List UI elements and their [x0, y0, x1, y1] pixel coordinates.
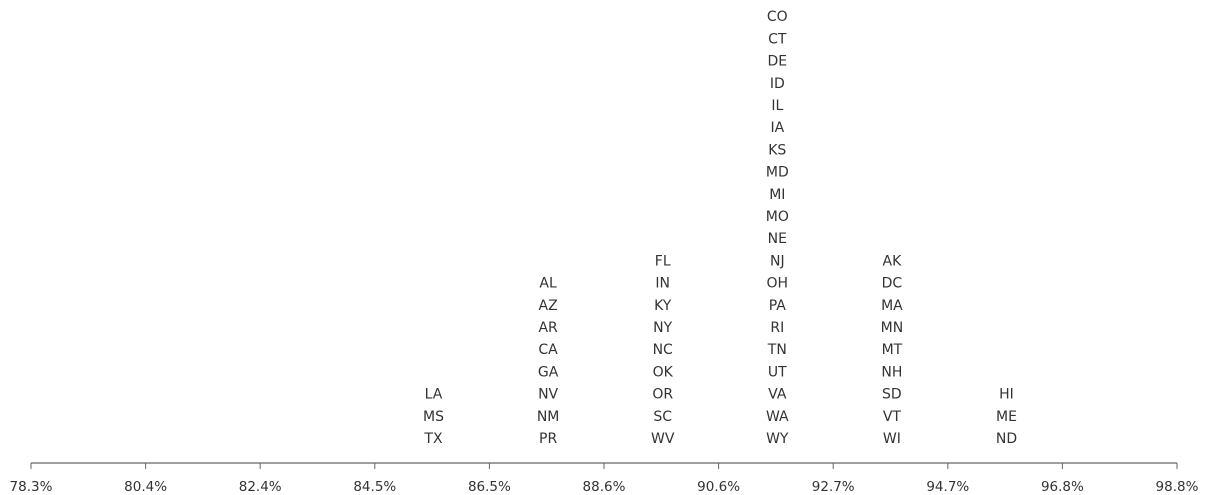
x-tick-label: 86.5%: [468, 479, 511, 495]
state-label: DC: [882, 276, 903, 292]
state-label: AK: [883, 253, 903, 269]
state-label: SC: [653, 409, 672, 425]
state-label: CT: [768, 31, 787, 47]
state-label: TN: [767, 342, 787, 358]
x-tick-label: 84.5%: [353, 479, 396, 495]
state-label: OK: [653, 364, 674, 380]
state-label: ND: [996, 431, 1017, 447]
state-label: SD: [882, 387, 902, 403]
state-label: MO: [766, 209, 789, 225]
state-label: WV: [651, 431, 675, 447]
state-label: RI: [770, 320, 784, 336]
state-label: PR: [539, 431, 557, 447]
state-label: WA: [766, 409, 789, 425]
state-label: VT: [883, 409, 902, 425]
state-label: ID: [770, 76, 785, 92]
state-label: LA: [425, 387, 443, 403]
state-label: OH: [767, 276, 789, 292]
state-label: NV: [538, 387, 558, 403]
state-label: NC: [653, 342, 673, 358]
x-axis-ticks: 78.3% 80.4% 82.4% 84.5% 86.5% 88.6% 90.6% 92.7%…: [10, 463, 1199, 495]
state-label: TX: [423, 431, 443, 447]
state-label: FL: [655, 253, 671, 269]
state-label: WY: [766, 431, 789, 447]
state-label: AL: [539, 276, 557, 292]
state-label: UT: [768, 364, 787, 380]
x-tick-label: 88.6%: [583, 479, 626, 495]
state-label: NH: [881, 364, 902, 380]
state-label: WI: [883, 431, 901, 447]
state-label: NY: [653, 320, 672, 336]
state-label: ME: [996, 409, 1017, 425]
state-label: VA: [768, 387, 787, 403]
state-label: PA: [769, 298, 787, 314]
x-tick-label: 94.7%: [926, 479, 969, 495]
state-label: IA: [770, 120, 784, 136]
x-tick-label: 80.4%: [124, 479, 167, 495]
state-label: KS: [768, 142, 786, 158]
state-label: MN: [881, 320, 904, 336]
state-label: OR: [652, 387, 673, 403]
state-label: NE: [768, 231, 787, 247]
x-tick-label: 92.7%: [812, 479, 855, 495]
state-label: GA: [538, 364, 559, 380]
state-label: IL: [771, 98, 783, 114]
state-label: MA: [881, 298, 903, 314]
x-tick-label: 78.3%: [10, 479, 53, 495]
state-labels-layer: LA MS TX AL AZ AR CA GA NV NM PR FL IN KY NY NC OK OR SC WV…: [423, 9, 1017, 447]
x-tick-label: 90.6%: [697, 479, 740, 495]
x-tick-label: 82.4%: [239, 479, 282, 495]
x-tick-label: 98.8%: [1156, 479, 1199, 495]
x-tick-label: 96.8%: [1041, 479, 1084, 495]
state-label: AR: [538, 320, 558, 336]
state-label: MI: [769, 187, 785, 203]
state-label: NJ: [770, 253, 785, 269]
state-label: MT: [882, 342, 903, 358]
state-label: AZ: [539, 298, 558, 314]
state-label: NM: [537, 409, 560, 425]
state-label: DE: [767, 54, 787, 70]
state-label: CA: [538, 342, 558, 358]
state-label: MD: [766, 165, 789, 181]
state-label: HI: [999, 387, 1014, 403]
state-label: MS: [423, 409, 444, 425]
state-label: KY: [654, 298, 672, 314]
state-label: CO: [767, 9, 788, 25]
state-label: IN: [655, 276, 670, 292]
